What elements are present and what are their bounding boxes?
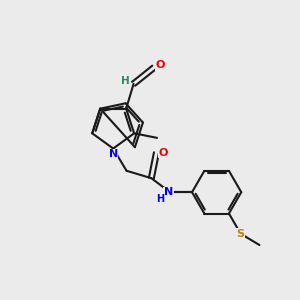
Text: O: O [158, 148, 168, 158]
Text: H: H [157, 194, 165, 204]
Text: S: S [237, 229, 244, 239]
Text: O: O [156, 60, 165, 70]
Text: N: N [109, 149, 118, 159]
Text: N: N [164, 187, 173, 197]
Text: H: H [121, 76, 130, 86]
